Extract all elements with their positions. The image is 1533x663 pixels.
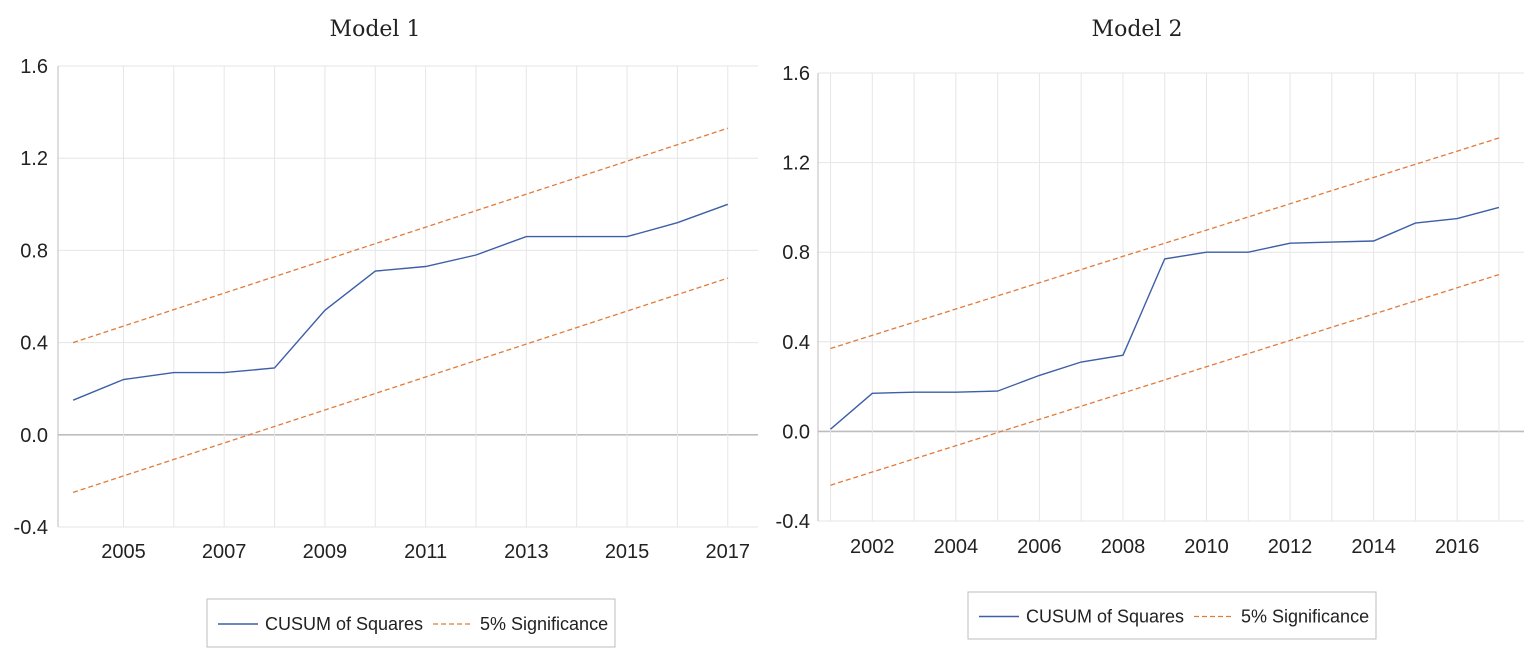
y-tick-label: 0.8 — [782, 242, 810, 264]
x-tick-label: 2009 — [303, 541, 348, 563]
lower-significance-line — [72, 277, 729, 494]
chart-title: Model 2 — [1092, 17, 1183, 42]
y-tick-label: 1.6 — [782, 63, 810, 85]
x-tick-label: 2017 — [706, 541, 751, 563]
y-tick-label: 0.4 — [20, 333, 48, 355]
x-tick-label: 2012 — [1268, 536, 1313, 558]
y-tick-label: 1.2 — [782, 153, 810, 175]
x-tick-label: 2013 — [504, 541, 549, 563]
x-tick-label: 2011 — [404, 541, 447, 563]
model-1-chart: Model 1 1.6 1.2 0.8 0.4 0.0 -0.4 2005 2007 2009 20… — [14, 17, 758, 648]
legend-significance-label: 5% Significance — [480, 614, 608, 634]
y-tick-label: -0.4 — [14, 517, 48, 539]
x-tick-label: 2007 — [202, 541, 247, 563]
upper-significance-line — [830, 137, 1500, 350]
legend-cusum-label: CUSUM of Squares — [1026, 607, 1184, 627]
cusum-of-squares-line — [72, 203, 729, 401]
y-tick-label: 0.4 — [782, 332, 810, 354]
y-tick-label: -0.4 — [776, 511, 810, 533]
x-tick-label: 2008 — [1101, 536, 1146, 558]
x-tick-label: 2016 — [1435, 536, 1480, 558]
chart-title: Model 1 — [330, 17, 421, 42]
y-tick-label: 0.0 — [782, 421, 810, 443]
x-tick-label: 2002 — [850, 536, 895, 558]
upper-significance-line — [72, 127, 729, 344]
legend-box — [206, 598, 616, 648]
legend-significance-label: 5% Significance — [1241, 607, 1369, 627]
x-tick-label: 2014 — [1351, 536, 1396, 558]
legend-cusum-label: CUSUM of Squares — [265, 614, 423, 634]
x-tick-label: 2005 — [101, 541, 146, 563]
y-tick-label: 0.0 — [20, 425, 48, 447]
lower-significance-line — [830, 273, 1500, 486]
x-tick-label: 2004 — [934, 536, 979, 558]
y-tick-label: 1.2 — [20, 148, 48, 170]
model-2-chart: Model 2 1.6 1.2 0.8 0.4 0.0 -0.4 2002 2004 2006 20… — [776, 17, 1524, 640]
legend-box — [967, 591, 1377, 640]
x-tick-label: 2010 — [1184, 536, 1229, 558]
x-tick-label: 2006 — [1017, 536, 1062, 558]
x-tick-label: 2015 — [605, 541, 650, 563]
cusum-of-squares-line — [830, 206, 1500, 430]
y-tick-label: 1.6 — [20, 56, 48, 78]
y-tick-label: 0.8 — [20, 240, 48, 262]
